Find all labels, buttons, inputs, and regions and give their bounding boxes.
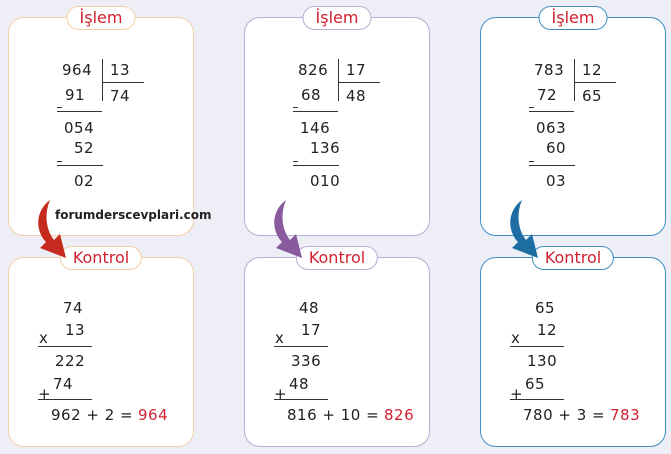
minus-mark	[57, 161, 62, 163]
islem-label: İşlem	[66, 6, 136, 30]
kontrol-box	[8, 257, 194, 447]
islem-label: İşlem	[302, 6, 372, 30]
kontrol-label: Kontrol	[295, 246, 379, 270]
subtract-line	[293, 165, 339, 167]
result: 826	[384, 406, 415, 424]
dividend: 826	[298, 61, 329, 79]
multiplicand: 65	[535, 299, 556, 317]
multiplier: 13	[65, 321, 86, 339]
division-line	[574, 82, 616, 84]
quotient: 65	[582, 87, 603, 105]
step1: 91	[65, 86, 86, 104]
multiply-line	[510, 346, 564, 348]
multiplicand: 74	[63, 299, 84, 317]
division-bar	[338, 59, 340, 101]
remainder1: 063	[536, 119, 567, 137]
division-line	[102, 82, 144, 84]
sum: 780 + 3 =	[523, 406, 606, 424]
islem-box	[244, 17, 430, 236]
plus-sign: +	[38, 385, 52, 403]
plus-sign: +	[510, 385, 524, 403]
remainder: 02	[74, 172, 95, 190]
remainder1: 146	[300, 119, 331, 137]
step1: 68	[301, 86, 322, 104]
minus-mark	[293, 161, 298, 163]
step2: 52	[74, 139, 95, 157]
add-line	[510, 399, 564, 401]
subtract-line	[57, 165, 103, 167]
watermark: forumderscevplari.com	[55, 208, 212, 222]
division-bar	[574, 59, 576, 101]
kontrol-label: Kontrol	[59, 246, 143, 270]
minus-mark	[293, 107, 298, 109]
minus-mark	[529, 107, 534, 109]
quotient: 74	[110, 87, 131, 105]
sum: 816 + 10 =	[287, 406, 380, 424]
kontrol-box	[244, 257, 430, 447]
subtract-line	[57, 111, 102, 113]
islem-box	[480, 17, 666, 236]
divisor: 17	[346, 61, 367, 79]
subtract-line	[529, 111, 574, 113]
division-line	[338, 82, 380, 84]
remainder: 03	[546, 172, 567, 190]
curved-arrow-icon	[38, 200, 66, 258]
add-line	[38, 399, 92, 401]
multiplier: 17	[301, 321, 322, 339]
dividend: 783	[534, 61, 565, 79]
remainder1: 054	[64, 119, 95, 137]
step2: 136	[310, 139, 341, 157]
multiply-sign: x	[275, 329, 285, 347]
partial2: 65	[525, 375, 546, 393]
result: 964	[138, 406, 169, 424]
divisor: 13	[110, 61, 131, 79]
curved-arrow-icon	[510, 200, 538, 258]
remainder: 010	[310, 172, 341, 190]
sum: 962 + 2 =	[51, 406, 134, 424]
multiplier: 12	[537, 321, 558, 339]
islem-label: İşlem	[538, 6, 608, 30]
partial2: 48	[289, 375, 310, 393]
step1: 72	[537, 86, 558, 104]
kontrol-label: Kontrol	[531, 246, 615, 270]
minus-mark	[529, 161, 534, 163]
multiply-line	[274, 346, 328, 348]
division-bar	[102, 59, 104, 101]
kontrol-box	[480, 257, 666, 447]
partial2: 74	[53, 375, 74, 393]
plus-sign: +	[274, 385, 288, 403]
quotient: 48	[346, 87, 367, 105]
subtract-line	[529, 165, 575, 167]
islem-box	[8, 17, 194, 236]
subtract-line	[293, 111, 338, 113]
multiply-sign: x	[511, 329, 521, 347]
multiplicand: 48	[299, 299, 320, 317]
multiply-sign: x	[39, 329, 49, 347]
partial1: 222	[55, 352, 86, 370]
dividend: 964	[62, 61, 93, 79]
divisor: 12	[582, 61, 603, 79]
minus-mark	[57, 107, 62, 109]
partial1: 336	[291, 352, 322, 370]
curved-arrow-icon	[274, 200, 302, 258]
result: 783	[610, 406, 641, 424]
step2: 60	[546, 139, 567, 157]
add-line	[274, 399, 328, 401]
partial1: 130	[527, 352, 558, 370]
multiply-line	[38, 346, 92, 348]
